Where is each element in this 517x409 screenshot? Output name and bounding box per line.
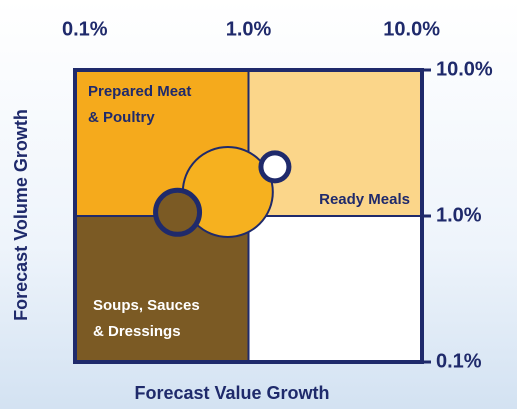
quadrant-label: & Poultry [88, 109, 155, 126]
quadrant-label: & Dressings [93, 323, 181, 340]
y-axis-title: Forecast Volume Growth [11, 109, 31, 321]
x-tick-label: 10.0% [383, 18, 440, 40]
y-tick-label: 10.0% [436, 58, 493, 80]
bubble [153, 187, 203, 237]
x-axis-title: Forecast Value Growth [134, 383, 329, 403]
x-tick-label: 0.1% [62, 18, 108, 40]
y-tick-label: 1.0% [436, 204, 482, 226]
quadrant-label: Ready Meals [319, 191, 410, 208]
x-tick-label: 1.0% [226, 18, 272, 40]
bubble [258, 150, 292, 184]
quadrant-label: Soups, Sauces [93, 297, 200, 314]
quadrant [247, 215, 423, 363]
quadrant [74, 215, 250, 363]
quadrant-label: Prepared Meat [88, 83, 191, 100]
y-tick-label: 0.1% [436, 350, 482, 372]
